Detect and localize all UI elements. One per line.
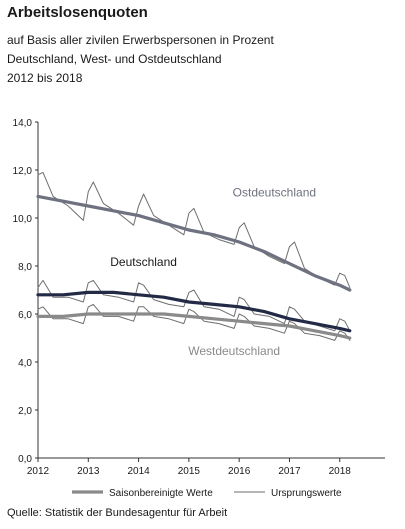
y-tick-label: 8,0 (18, 262, 32, 273)
y-tick-label: 2,0 (18, 406, 32, 417)
series-line-deutschland-seasonal (36, 290, 352, 333)
y-tick-label: 6,0 (18, 310, 32, 321)
legend-raw-label: Ursprungswerte (271, 488, 342, 499)
x-tick-label: 2015 (178, 466, 201, 477)
series-line-westdeutschland-raw (37, 303, 351, 341)
x-tick-label: 2014 (127, 466, 150, 477)
x-tick-label: 2018 (329, 466, 352, 477)
y-tick-label: 10,0 (13, 214, 33, 225)
series-label-westdeutschland: Westdeutschland (188, 344, 280, 358)
chart-subtitle-line-3: 2012 bis 2018 (7, 71, 83, 85)
legend-seasonal-label: Saisonbereinigte Werte (109, 488, 213, 499)
chart-subtitle-line-2: Deutschland, West- und Ostdeutschland (7, 52, 222, 66)
x-tick-label: 2013 (77, 466, 100, 477)
series-line-westdeutschland-seasonal (36, 312, 352, 340)
source-note: Quelle: Statistik der Bundesagentur für … (7, 507, 228, 519)
chart-title: Arbeitslosenquoten (7, 4, 148, 21)
x-tick-label: 2012 (27, 466, 50, 477)
y-tick-label: 12,0 (13, 166, 33, 177)
y-tick-label: 0,0 (18, 454, 32, 465)
series-label-ostdeutschland: Ostdeutschland (233, 185, 316, 199)
chart-subtitle-line-1: auf Basis aller zivilen Erwerbspersonen … (7, 33, 274, 47)
y-tick-label: 14,0 (13, 118, 33, 129)
x-tick-label: 2017 (278, 466, 301, 477)
series-line-ostdeutschland-raw (37, 171, 351, 289)
series-line-ostdeutschland-seasonal (36, 194, 352, 292)
y-tick-label: 4,0 (18, 358, 32, 369)
x-tick-label: 2016 (228, 466, 251, 477)
series-label-deutschland: Deutschland (110, 255, 177, 269)
series-line-deutschland-raw (37, 279, 351, 332)
